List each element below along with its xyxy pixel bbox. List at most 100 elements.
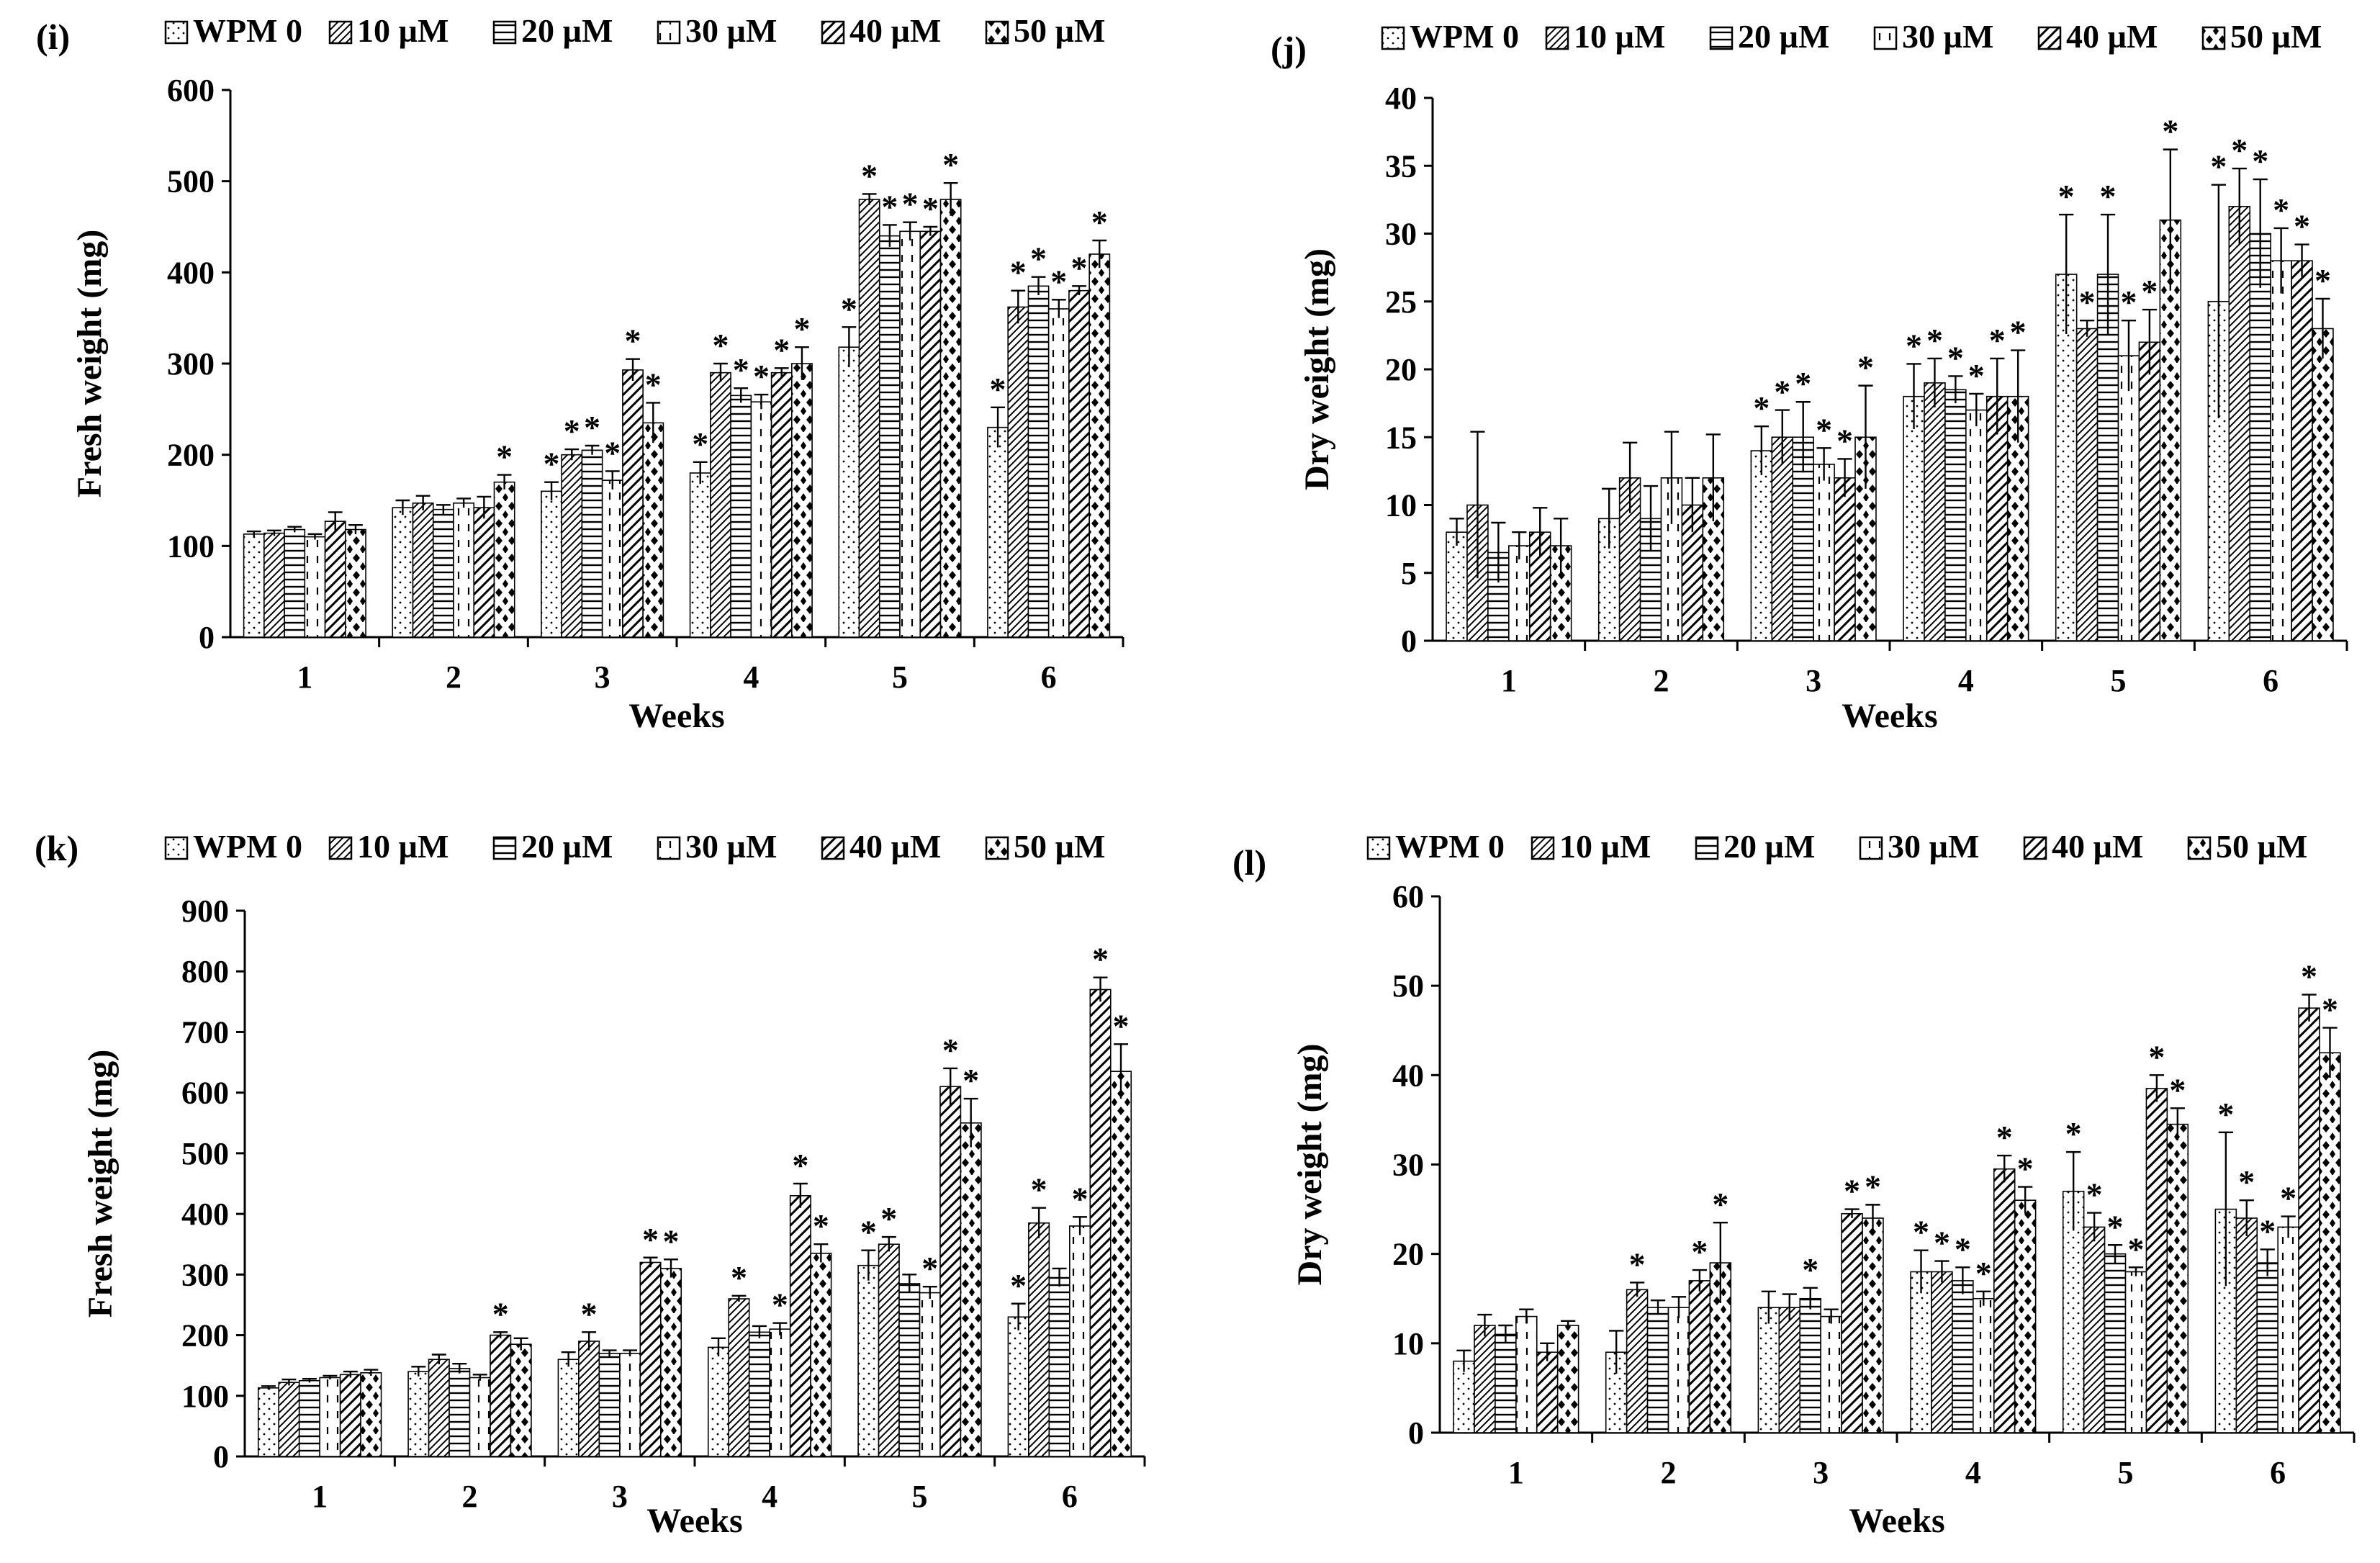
y-tick-label: 400 — [167, 255, 215, 290]
bar — [2291, 260, 2313, 641]
significance-marker: * — [2010, 314, 2027, 351]
legend-swatch — [821, 20, 845, 45]
y-tick-label: 500 — [181, 1136, 229, 1171]
significance-marker: * — [1010, 254, 1027, 291]
panel-label: (l) — [1232, 842, 1266, 883]
bar — [1495, 1333, 1517, 1433]
legend-label: 10 µM — [1559, 828, 1651, 865]
bar — [2235, 1217, 2258, 1433]
legend-label: 50 µM — [1014, 828, 1105, 865]
significance-marker: * — [2238, 1163, 2255, 1200]
significance-marker: * — [1712, 1186, 1728, 1222]
significance-marker: * — [841, 290, 857, 327]
bar — [473, 507, 495, 638]
y-tick-label: 10 — [1392, 1326, 1424, 1361]
legend-label: 50 µM — [2230, 18, 2322, 55]
bar — [659, 1268, 682, 1457]
bar — [707, 1346, 730, 1457]
significance-marker: * — [773, 331, 790, 368]
significance-marker: * — [2127, 1230, 2144, 1267]
legend-label: 30 µM — [1888, 828, 1979, 865]
significance-marker: * — [1072, 1180, 1088, 1217]
legend-swatch — [164, 836, 189, 860]
bar — [263, 532, 285, 638]
bar — [710, 371, 731, 638]
y-tick-label: 60 — [1392, 879, 1424, 914]
significance-marker: * — [813, 1207, 829, 1244]
bar — [345, 528, 366, 638]
y-tick-label: 15 — [1385, 420, 1417, 455]
bar — [1944, 389, 1967, 641]
bar — [1646, 1307, 1669, 1433]
bar — [2075, 328, 2099, 641]
x-tick-label: 1 — [1508, 1455, 1524, 1490]
legend-label: 20 µM — [1723, 828, 1815, 865]
bar — [1799, 1297, 1821, 1433]
y-tick-label: 300 — [181, 1257, 229, 1292]
significance-marker: * — [1968, 357, 1985, 394]
x-tick-label: 3 — [612, 1479, 628, 1514]
y-tick-label: 20 — [1392, 1237, 1424, 1272]
significance-marker: * — [544, 446, 560, 482]
x-tick-label: 2 — [1661, 1455, 1677, 1490]
bar — [541, 490, 562, 638]
bar — [601, 479, 623, 638]
significance-marker: * — [1955, 1230, 1971, 1267]
bar — [392, 507, 414, 638]
legend-swatch — [328, 20, 353, 45]
y-tick-label: 800 — [181, 954, 229, 989]
bar — [432, 508, 454, 638]
significance-marker: * — [2100, 178, 2117, 215]
bar — [1903, 395, 1925, 641]
bar — [619, 1353, 641, 1457]
chart-panel-2: (k) WPM 0 10 µM 20 µM 30 µM 40 µM 50 µM 0 100 200… — [35, 828, 1146, 1540]
significance-marker: * — [1795, 365, 1811, 402]
significance-marker: * — [496, 438, 513, 475]
y-tick-label: 0 — [1401, 623, 1417, 659]
bar — [919, 230, 942, 638]
y-tick-label: 100 — [181, 1379, 229, 1414]
y-tick-label: 35 — [1385, 148, 1417, 184]
bar — [791, 363, 813, 638]
significance-marker: * — [1071, 249, 1088, 286]
bar — [298, 1379, 320, 1457]
bar — [1924, 382, 1946, 641]
x-tick-label: 1 — [312, 1479, 328, 1514]
bar — [469, 1377, 491, 1457]
bar — [987, 426, 1009, 638]
bar — [493, 481, 515, 638]
bar — [2138, 341, 2161, 641]
significance-marker: * — [1913, 1214, 1929, 1251]
x-tick-label: 1 — [297, 659, 312, 695]
significance-marker: * — [1629, 1246, 1646, 1282]
bar — [2298, 1007, 2320, 1433]
legend-swatch — [2201, 26, 2226, 50]
significance-marker: * — [2017, 1150, 2034, 1187]
significance-marker: * — [880, 1200, 897, 1237]
bar — [1757, 1307, 1780, 1433]
x-tick-label: 5 — [892, 659, 908, 695]
bar — [939, 1086, 962, 1457]
bar — [1952, 1280, 1974, 1433]
legend-swatch — [492, 20, 517, 45]
chart-panel-1: (j) WPM 0 10 µM 20 µM 30 µM 40 µM 50 µM0510152… — [1271, 18, 2348, 735]
bar — [838, 346, 860, 638]
chart-panel-3: (l) WPM 0 10 µM 20 µM 30 µM 40 µM 50 µM 0 10 20 30… — [1232, 828, 2356, 1540]
x-axis-title: Weeks — [1842, 697, 1937, 735]
significance-marker: * — [1774, 374, 1790, 410]
legend-label: 40 µM — [849, 828, 941, 865]
bar — [2145, 1088, 2168, 1433]
bar — [899, 230, 921, 638]
significance-marker: * — [860, 1214, 877, 1251]
bar — [2117, 355, 2140, 641]
bar — [1508, 545, 1531, 641]
bar — [730, 395, 752, 638]
bar — [857, 1264, 880, 1457]
significance-marker: * — [1091, 204, 1108, 240]
significance-marker: * — [942, 1032, 959, 1068]
bar — [407, 1371, 430, 1457]
legend-label: WPM 0 — [1395, 828, 1505, 865]
significance-marker: * — [733, 351, 749, 388]
bar — [1556, 1325, 1579, 1433]
